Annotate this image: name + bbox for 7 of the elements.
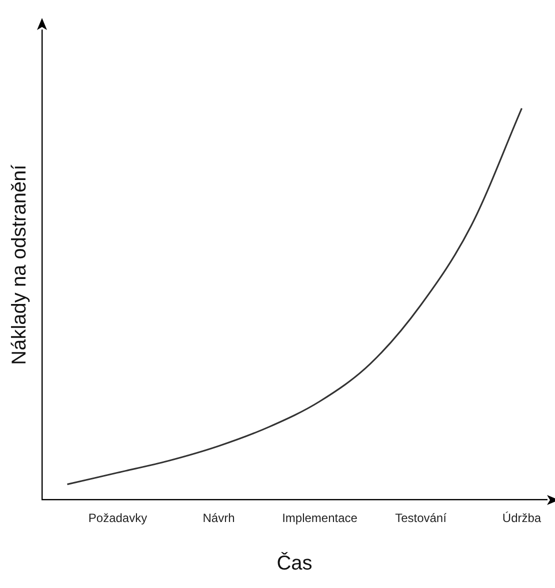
x-tick-label: Návrh (202, 511, 235, 526)
x-tick-label: Údržba (502, 511, 542, 526)
x-tick-label: Požadavky (88, 511, 148, 526)
x-axis-title: Čas (276, 552, 312, 575)
x-tick-label: Testování (395, 511, 448, 526)
y-axis-title: Náklady na odstranění (8, 164, 31, 365)
x-tick-label: Implementace (282, 511, 358, 526)
